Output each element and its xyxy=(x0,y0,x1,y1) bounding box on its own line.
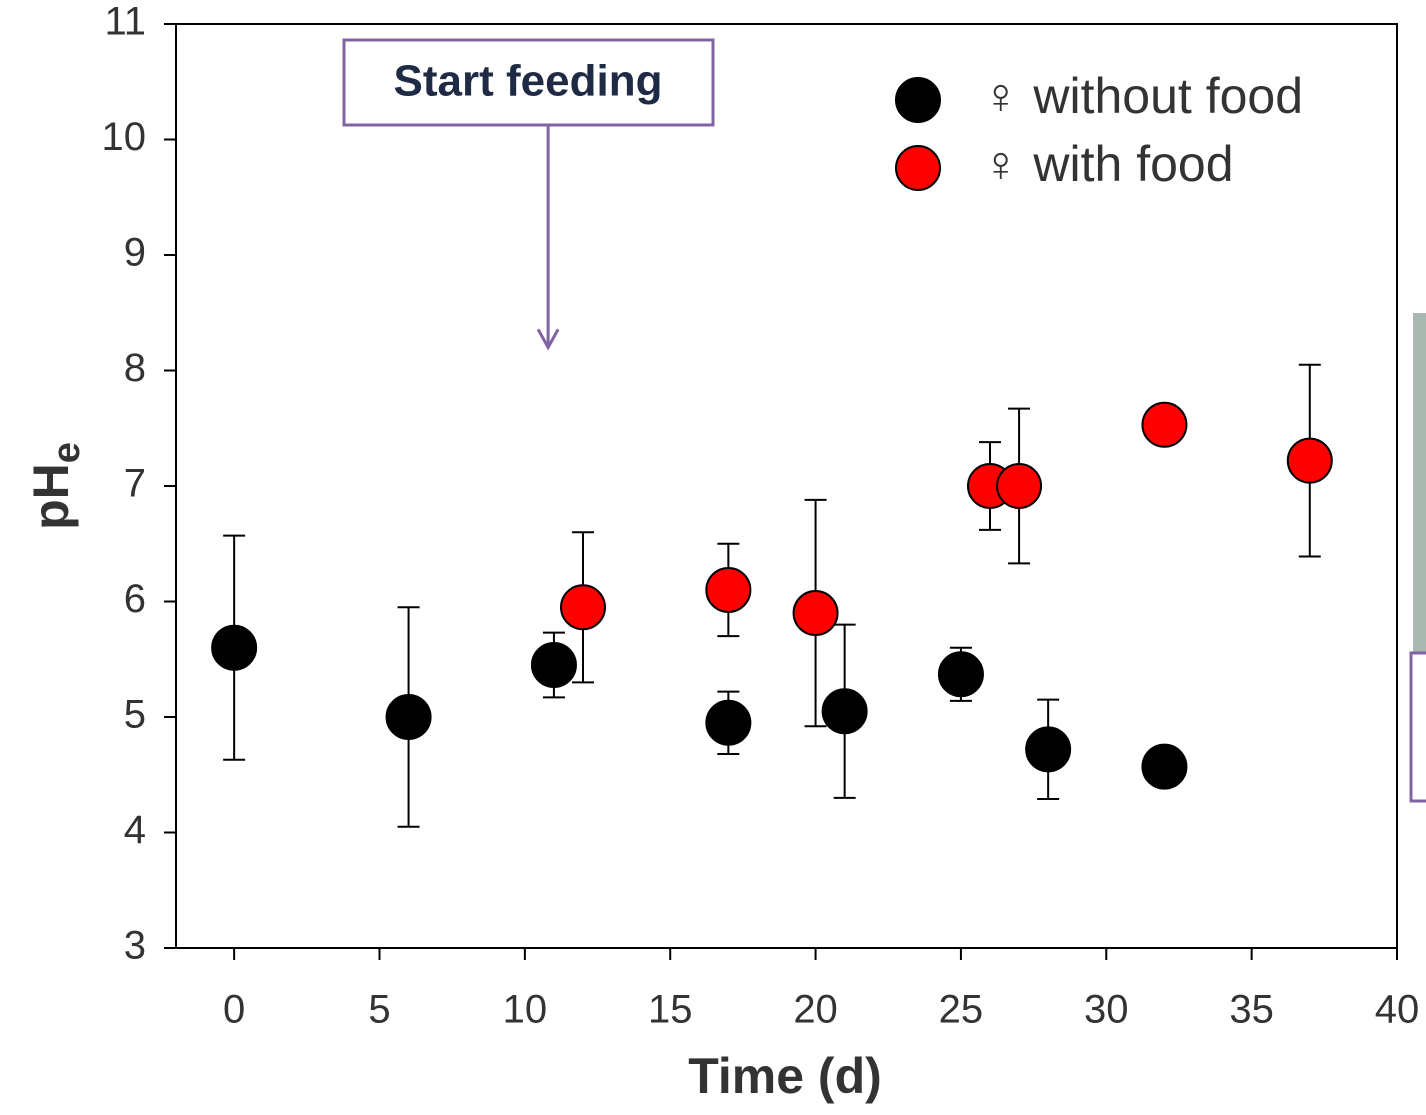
y-tick-label: 9 xyxy=(124,231,146,275)
legend-marker xyxy=(895,77,941,123)
x-tick-label: 30 xyxy=(1084,988,1129,1032)
point xyxy=(560,584,606,631)
y-tick-label: 11 xyxy=(104,0,146,44)
background-image-fragment xyxy=(1413,313,1426,653)
point xyxy=(996,463,1043,509)
point xyxy=(792,590,839,637)
y-label-sub: e xyxy=(46,442,88,463)
point xyxy=(705,699,752,746)
x-tick-label: 40 xyxy=(1375,988,1420,1032)
x-tick-label: 35 xyxy=(1229,988,1274,1032)
x-tick-label: 15 xyxy=(648,988,693,1032)
legend-marker xyxy=(895,145,941,191)
y-tick-label: 7 xyxy=(124,462,146,506)
y-tick-label: 6 xyxy=(124,577,146,621)
point xyxy=(1286,437,1333,484)
y-tick-label: 5 xyxy=(124,693,146,737)
point xyxy=(937,651,984,698)
x-tick-label: 20 xyxy=(793,988,838,1032)
point xyxy=(211,624,258,671)
legend-label: ♀ without food xyxy=(982,68,1303,124)
x-tick-label: 0 xyxy=(223,988,245,1032)
point xyxy=(705,566,752,613)
x-tick-label: 5 xyxy=(368,988,390,1032)
point xyxy=(385,694,432,740)
x-tick-label: 10 xyxy=(503,988,548,1032)
arrow-head xyxy=(536,328,560,351)
point xyxy=(1141,401,1188,448)
point xyxy=(821,688,868,735)
x-axis-label: Time (d) xyxy=(688,1048,882,1104)
y-tick-label: 8 xyxy=(124,346,146,390)
background-box-fragment xyxy=(1409,651,1426,803)
annotation-text: Start feeding xyxy=(394,57,663,106)
x-tick-label: 25 xyxy=(939,988,984,1032)
y-tick-label: 4 xyxy=(124,808,146,852)
point xyxy=(1141,743,1188,790)
y-label-main: pH xyxy=(23,463,79,530)
y-tick-label: 10 xyxy=(102,115,147,159)
y-axis-label: pHe xyxy=(23,442,88,530)
point xyxy=(1025,726,1072,773)
y-tick-label: 3 xyxy=(124,924,146,968)
legend-label: ♀ with food xyxy=(982,136,1234,192)
annotation-box xyxy=(342,38,715,127)
point xyxy=(530,642,577,689)
